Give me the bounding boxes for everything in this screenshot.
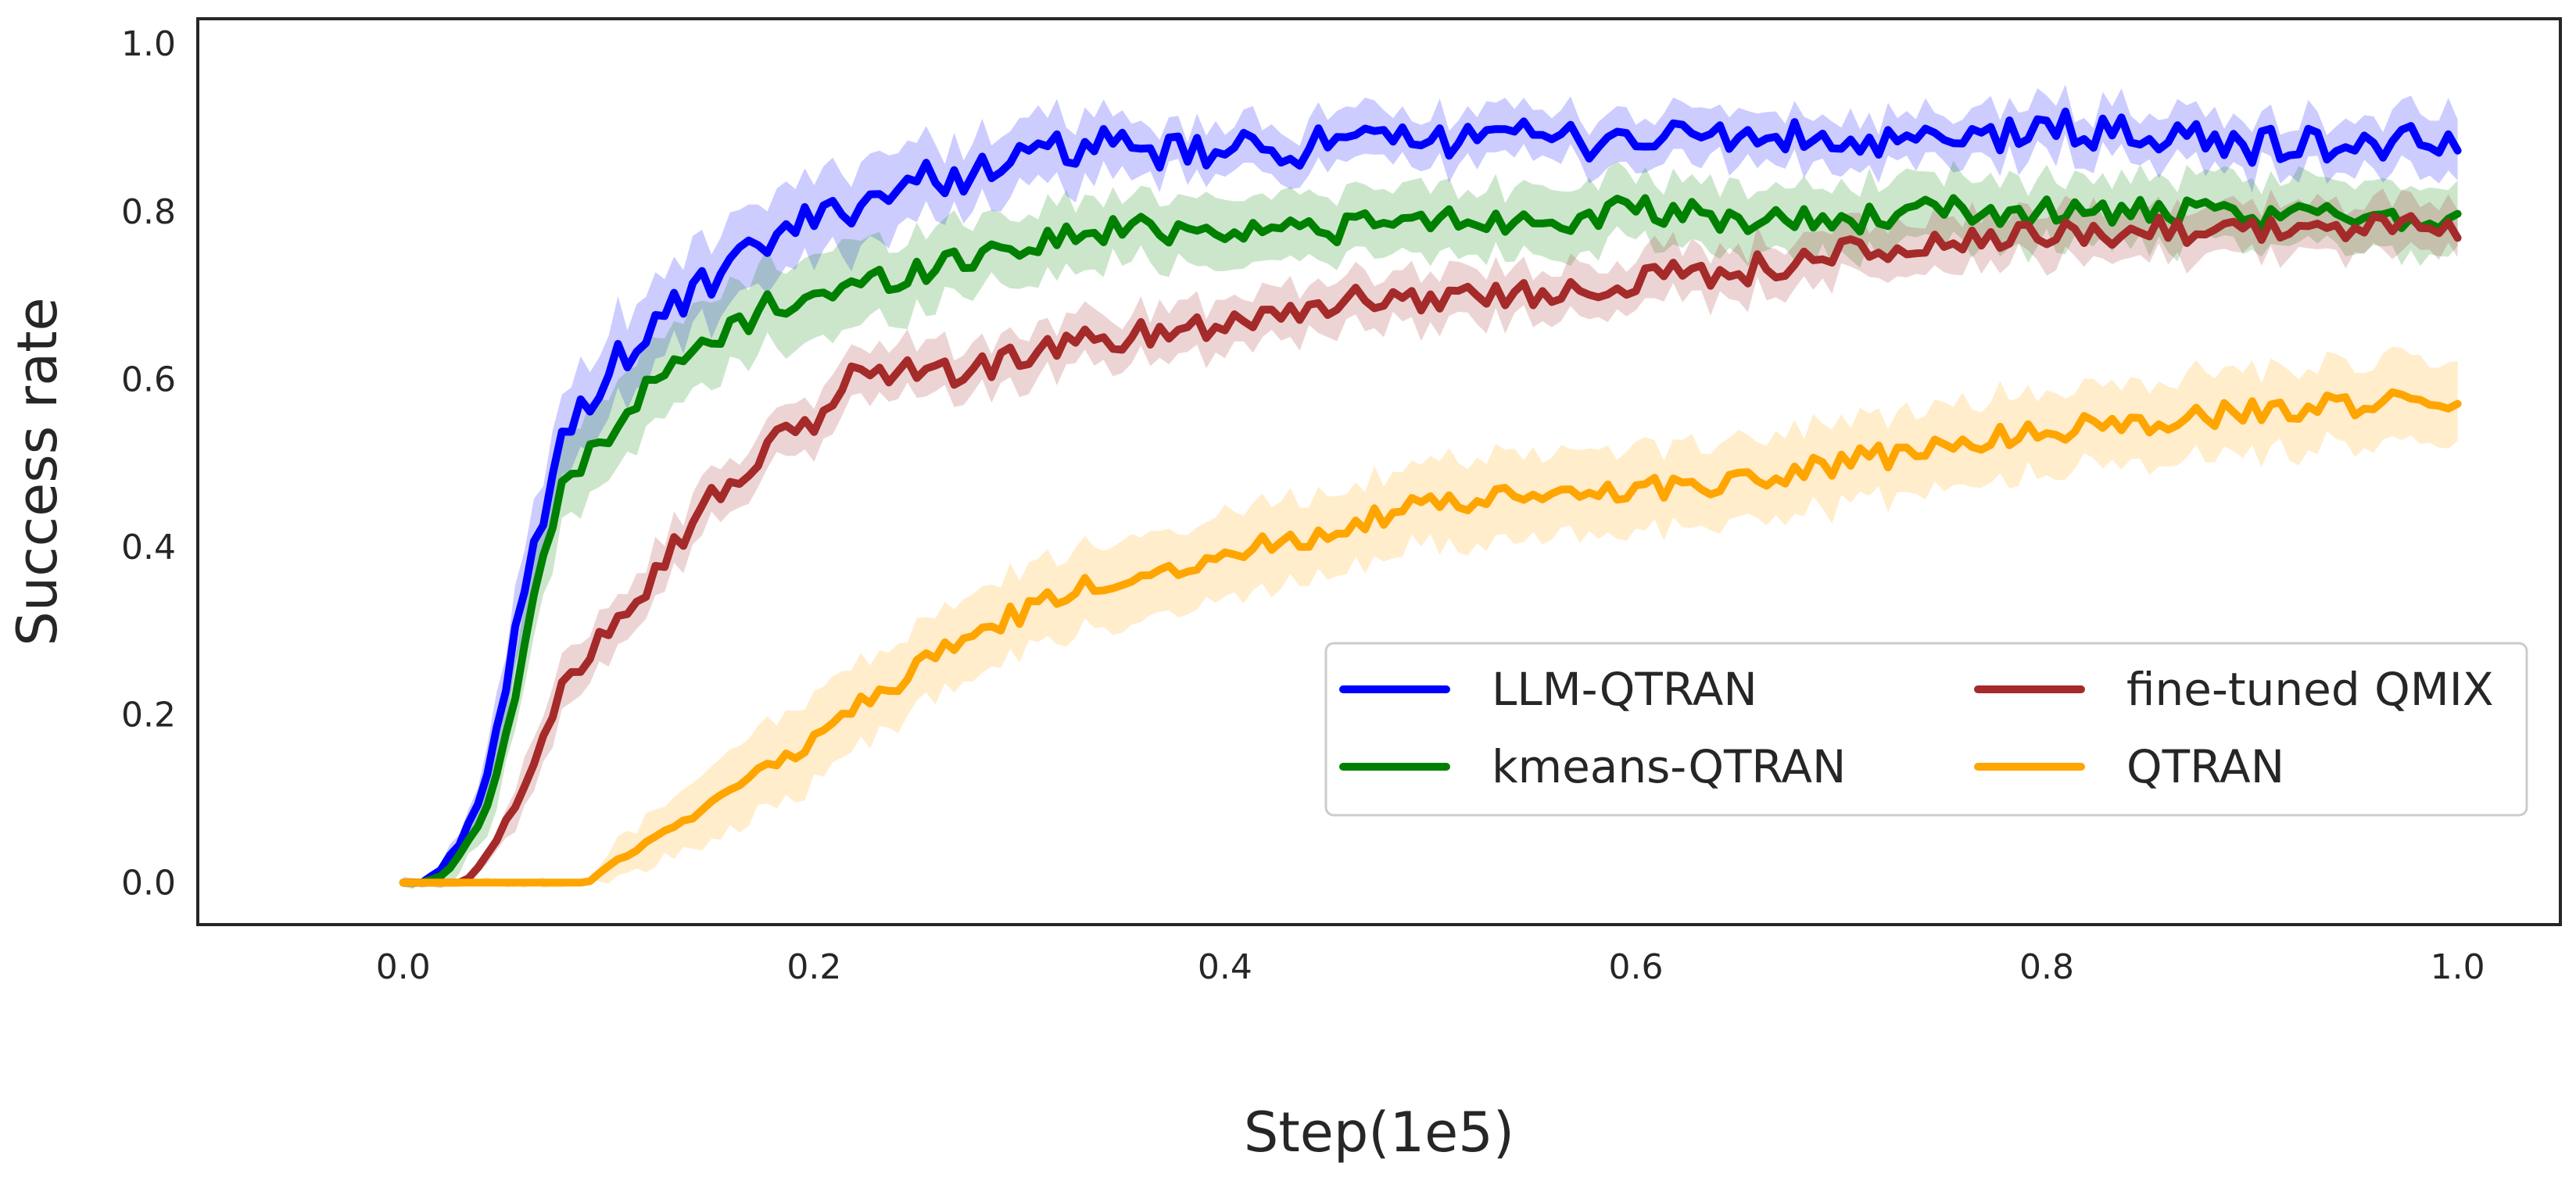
line-kmeans-qtran — [399, 194, 2462, 887]
line-fine-tuned-qmix — [399, 212, 2462, 887]
x-tick-label: 1.0 — [2431, 947, 2485, 987]
legend-label-kmeans-qtran: kmeans-QTRAN — [1492, 740, 1846, 793]
legend-label-llm-qtran: LLM-QTRAN — [1492, 663, 1757, 716]
y-tick-label: 0.0 — [121, 863, 176, 903]
x-tick-label: 0.0 — [376, 947, 431, 987]
legend-label-fine-tuned-qmix: fine-tuned QMIX — [2126, 663, 2494, 716]
line-llm-qtran — [399, 107, 2462, 887]
y-tick-label: 0.2 — [121, 696, 176, 735]
y-axis-label: Success rate — [5, 297, 70, 646]
y-axis-ticks: 0.0 0.2 0.4 0.6 0.8 1.0 — [121, 24, 176, 903]
line-qtran — [399, 388, 2462, 887]
legend-label-qtran: QTRAN — [2126, 740, 2284, 793]
x-tick-label: 0.4 — [1198, 947, 1252, 987]
x-tick-label: 0.2 — [786, 947, 841, 987]
band-fine-tuned-qmix — [403, 188, 2458, 889]
series-lines — [399, 107, 2462, 887]
y-tick-label: 0.8 — [121, 192, 176, 232]
y-tick-label: 0.4 — [121, 528, 176, 567]
x-axis-ticks: 0.0 0.2 0.4 0.6 0.8 1.0 — [376, 947, 2485, 987]
legend: LLM-QTRAN kmeans-QTRAN fine-tuned QMIX QTRA… — [1324, 642, 2528, 817]
band-qtran — [403, 346, 2458, 889]
legend-box — [1324, 642, 2528, 817]
x-tick-label: 0.6 — [1608, 947, 1663, 987]
x-axis-label: Step(1e5) — [1244, 1100, 1514, 1165]
x-tick-label: 0.8 — [2019, 947, 2074, 987]
band-kmeans-qtran — [403, 160, 2458, 889]
y-tick-label: 1.0 — [121, 24, 176, 64]
plot-frame — [196, 17, 2562, 926]
y-tick-label: 0.6 — [121, 360, 176, 399]
